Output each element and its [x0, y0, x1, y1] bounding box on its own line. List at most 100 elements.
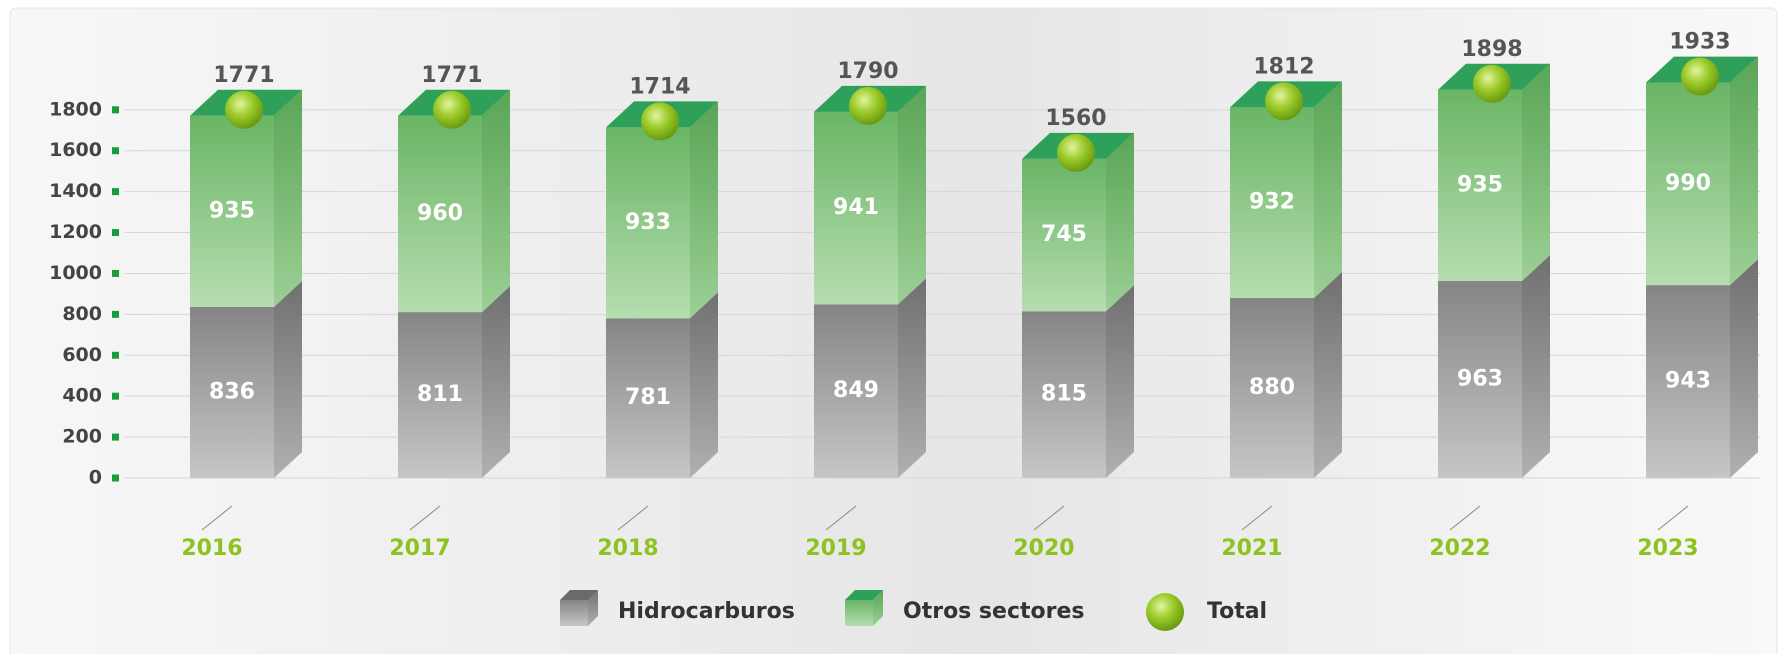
total-marker: [1057, 133, 1095, 172]
total-label: 1771: [213, 63, 274, 88]
total-marker: [849, 86, 887, 125]
y-tick-label: 600: [62, 344, 102, 366]
value-label: 836: [209, 380, 255, 405]
x-tick-label: 2018: [597, 536, 658, 561]
x-tick-label: 2019: [805, 536, 866, 561]
y-tick-label: 1400: [49, 180, 102, 202]
value-label: 960: [417, 201, 463, 226]
value-label: 815: [1041, 382, 1087, 407]
tick-mark: [112, 188, 119, 196]
total-marker: [225, 90, 263, 129]
bar-front: [606, 127, 690, 319]
bar-front: [1022, 311, 1106, 478]
bar-front: [814, 111, 898, 305]
value-label: 811: [417, 382, 463, 407]
legend-swatch: [560, 600, 588, 626]
x-tick-label: 2016: [181, 536, 242, 561]
y-tick-label: 400: [62, 385, 102, 407]
total-label: 1812: [1253, 54, 1314, 79]
value-label: 990: [1665, 171, 1711, 196]
total-label: 1898: [1461, 37, 1522, 62]
bar-front: [398, 115, 482, 313]
value-label: 849: [833, 378, 879, 403]
year-leader: [1033, 505, 1065, 531]
legend-label: Otros sectores: [903, 599, 1085, 624]
tick-mark: [112, 351, 119, 359]
bar-side: [690, 101, 718, 319]
value-label: 932: [1249, 190, 1295, 215]
y-tick-label: 1000: [49, 262, 102, 284]
y-tick-label: 800: [62, 303, 102, 325]
tick-mark: [112, 147, 119, 155]
bar-side: [482, 286, 510, 478]
value-label: 933: [625, 210, 671, 235]
bar-side: [1106, 285, 1134, 478]
tick-mark: [112, 392, 119, 400]
year-leader: [409, 505, 441, 531]
total-marker: [1265, 82, 1303, 121]
bar-side: [482, 89, 510, 313]
bar-side: [274, 89, 302, 307]
total-marker: [1473, 64, 1511, 103]
value-label: 943: [1665, 369, 1711, 394]
tick-mark: [112, 269, 119, 277]
bar-side: [690, 292, 718, 478]
bar-side: [1314, 81, 1342, 298]
total-marker: [1681, 57, 1719, 96]
y-tick-label: 0: [89, 467, 102, 489]
legend-swatch-side: [873, 590, 883, 626]
legend-marker: [1146, 593, 1184, 631]
total-label: 1714: [629, 74, 690, 99]
value-label: 935: [209, 198, 255, 223]
y-tick-label: 1800: [49, 98, 102, 120]
bar-front: [1230, 298, 1314, 478]
bar-front: [1438, 281, 1522, 478]
total-label: 1771: [421, 63, 482, 88]
year-leader: [1241, 505, 1273, 531]
y-tick-label: 200: [62, 426, 102, 448]
bar-front: [1438, 89, 1522, 282]
bar-side: [898, 278, 926, 478]
tick-mark: [112, 433, 119, 441]
x-tick-label: 2023: [1637, 536, 1698, 561]
tick-mark: [112, 474, 119, 482]
bar-side: [1314, 272, 1342, 478]
bar-front: [1230, 107, 1314, 298]
bar-front: [1022, 158, 1106, 312]
value-label: 880: [1249, 375, 1295, 400]
tick-mark: [112, 310, 119, 318]
value-label: 963: [1457, 367, 1503, 392]
bar-front: [398, 312, 482, 478]
bar-side: [898, 85, 926, 305]
y-tick-label: 1600: [49, 139, 102, 161]
bar-side: [1730, 259, 1758, 478]
bar-front: [1646, 285, 1730, 478]
value-label: 941: [833, 195, 879, 220]
tick-mark: [112, 106, 119, 114]
legend-swatch: [845, 600, 873, 626]
bar-front: [190, 115, 274, 307]
legend-swatch-side: [588, 590, 598, 626]
total-marker: [641, 102, 679, 141]
bar-side: [1106, 132, 1134, 312]
bar-side: [1522, 255, 1550, 478]
bar-side: [274, 281, 302, 478]
total-label: 1790: [837, 59, 898, 84]
x-tick-label: 2017: [389, 536, 450, 561]
total-label: 1933: [1669, 30, 1730, 55]
bar-side: [1730, 56, 1758, 286]
legend-swatch-top: [845, 590, 883, 600]
legend-label: Hidrocarburos: [618, 599, 795, 624]
y-tick-label: 1200: [49, 221, 102, 243]
total-label: 1560: [1045, 106, 1106, 131]
year-leader: [617, 505, 649, 531]
value-label: 745: [1041, 222, 1087, 247]
x-tick-label: 2021: [1221, 536, 1282, 561]
year-leader: [1657, 505, 1689, 531]
x-tick-label: 2022: [1429, 536, 1490, 561]
bar-front: [814, 304, 898, 478]
legend-label: Total: [1207, 599, 1267, 624]
value-label: 935: [1457, 172, 1503, 197]
